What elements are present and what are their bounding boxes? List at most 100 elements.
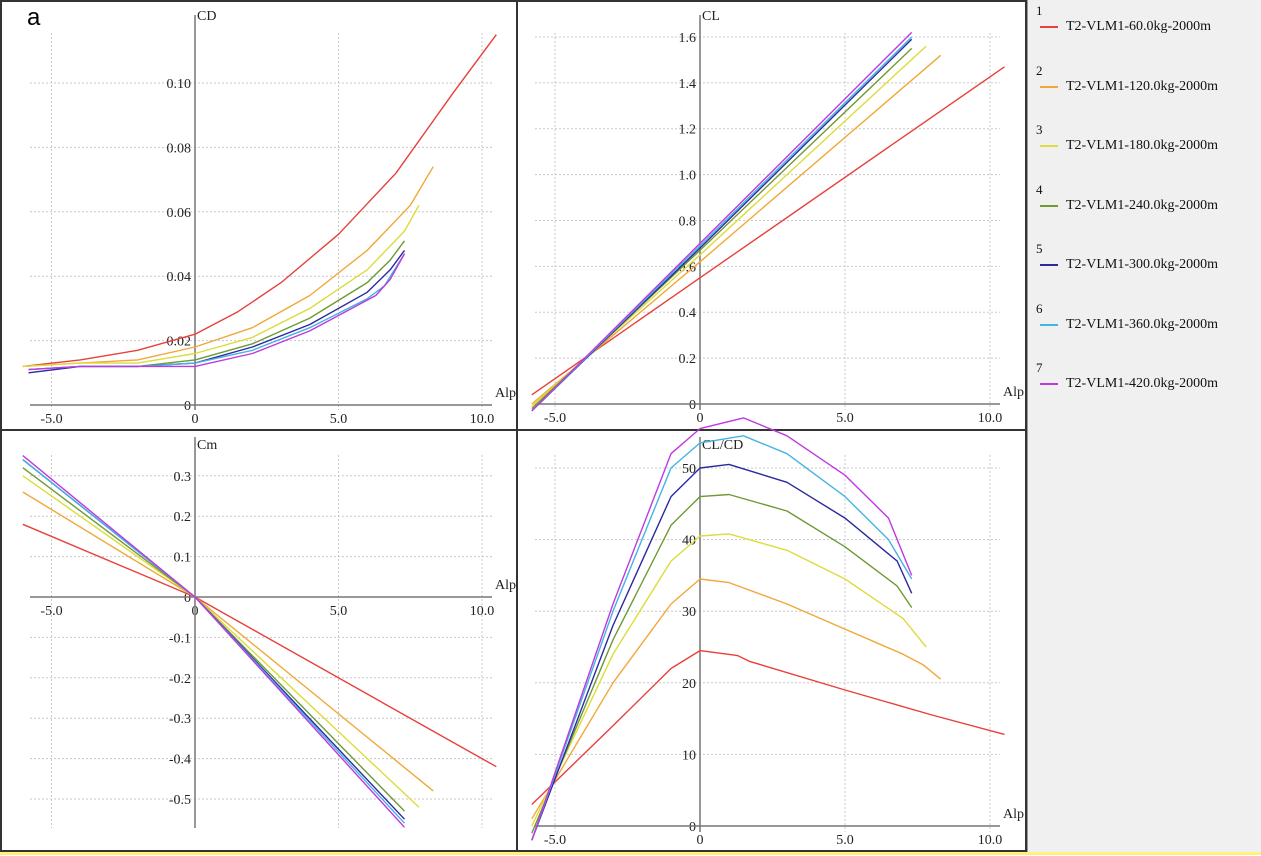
legend-number: 1 [1036, 3, 1043, 18]
y-tick-label: 0.06 [167, 206, 192, 221]
legend-swatch [1040, 26, 1058, 28]
chart-cl-cd-panel: -5.0 0 5.0 10.0 0 10 20 30 40 50 CL/CD Alp [516, 417, 1027, 852]
legend-label: T2-VLM1-420.0kg-2000m [1066, 376, 1219, 391]
series-line-7 [531, 31, 913, 412]
panel-letter: a [27, 4, 41, 31]
x-axis-title: Alp [1003, 807, 1024, 822]
legend-number: 5 [1036, 241, 1043, 256]
legend-swatch [1040, 323, 1058, 326]
series-line-7 [28, 253, 406, 371]
x-tick-label: -5.0 [40, 412, 62, 427]
legend-item: 7 T2-VLM1-420.0kg-2000m [1036, 361, 1218, 392]
x-tick-label: -5.0 [544, 833, 566, 848]
chart-cd-panel: -5.0 0 5.0 10.0 0 0.02 0.04 0.06 0.08 0.10 CD Alp [0, 0, 518, 431]
panel-frame [516, 429, 1027, 852]
y-tick-label: -0.4 [169, 753, 191, 768]
y-tick-label: -0.2 [169, 672, 191, 687]
legend-label: T2-VLM1-240.0kg-2000m [1066, 197, 1219, 213]
series-line-4 [531, 493, 913, 834]
series-line-3 [22, 205, 420, 368]
legend-swatch [1040, 85, 1058, 88]
y-axis-title: CD [197, 9, 216, 24]
y-tick-label: 0.02 [167, 335, 192, 350]
y-tick-label: 0 [689, 820, 696, 835]
series-line-2 [531, 578, 942, 820]
chart-cl-panel: -5.0 0 5.0 10.000.20.40.60.81.01.21.41.6CLA… [516, 0, 1027, 431]
y-tick-label: 1.6 [679, 31, 697, 46]
y-axis-title: Cm [197, 438, 217, 453]
legend-item: 4 T2-VLM1-240.0kg-2000m [1036, 181, 1219, 214]
y-tick-label: 30 [682, 605, 696, 620]
legend-swatch [1040, 204, 1058, 207]
y-tick-label: 0.1 [174, 551, 192, 566]
legend-swatch [1040, 383, 1058, 385]
y-tick-label: 0 [184, 399, 191, 414]
bottom-border [0, 852, 1261, 855]
legend-label: T2-VLM1-300.0kg-2000m [1066, 257, 1219, 272]
panel-frame [0, 0, 518, 431]
x-axis-title: Alp [495, 578, 516, 593]
x-tick-label: -5.0 [544, 411, 566, 426]
legend-swatch [1040, 264, 1058, 266]
y-tick-label: 20 [682, 677, 696, 692]
series-line-7 [22, 455, 406, 828]
x-tick-label: 0 [697, 411, 704, 426]
y-tick-label: 0 [689, 398, 696, 413]
legend-number: 7 [1036, 360, 1043, 375]
legend-item: 6 T2-VLM1-360.0kg-2000m [1036, 300, 1219, 333]
legend-item: 3 T2-VLM1-180.0kg-2000m [1036, 123, 1218, 154]
y-tick-label: -0.3 [169, 712, 191, 727]
y-tick-label: -0.1 [169, 631, 191, 646]
y-tick-label: 40 [682, 534, 696, 549]
x-tick-label: 10.0 [978, 411, 1003, 426]
chart-cm-panel: -5.005.010.00.30.20.10-0.1-0.2-0.3-0.4-0… [0, 429, 518, 852]
y-tick-label: 1.2 [679, 123, 697, 138]
series-line-3 [531, 533, 927, 827]
panel-frame [516, 0, 1027, 431]
x-tick-label: 10.0 [978, 833, 1003, 848]
legend-number: 2 [1036, 62, 1043, 78]
x-tick-label: 5.0 [836, 833, 854, 848]
y-tick-label: 1.0 [679, 169, 697, 184]
legend-item: 2 T2-VLM1-120.0kg-2000m [1036, 62, 1219, 95]
legend-label: T2-VLM1-360.0kg-2000m [1066, 316, 1219, 332]
y-tick-label: 0.4 [679, 306, 697, 321]
x-tick-label: 0 [697, 833, 704, 848]
panel-frame [0, 429, 518, 852]
y-tick-label: 10 [682, 748, 696, 763]
x-axis-title: Alp [495, 386, 516, 401]
legend-swatch [1040, 145, 1058, 147]
y-tick-label: 0.2 [679, 352, 697, 367]
y-tick-label: 50 [682, 462, 696, 477]
legend: 1 T2-VLM1-60.0kg-2000m 2 T2-VLM1-120.0kg-20… [1027, 0, 1261, 852]
x-tick-label: -5.0 [40, 604, 62, 619]
legend-label: T2-VLM1-180.0kg-2000m [1066, 138, 1219, 153]
x-tick-label: 5.0 [330, 412, 348, 427]
y-tick-label: -0.5 [169, 793, 191, 808]
legend-label: T2-VLM1-120.0kg-2000m [1066, 78, 1219, 94]
y-tick-label: 0.10 [167, 77, 192, 92]
y-tick-label: 0.8 [679, 214, 697, 229]
series-line-1 [531, 649, 1005, 806]
y-tick-label: 1.4 [679, 77, 697, 92]
legend-number: 4 [1036, 181, 1043, 197]
x-tick-label: 10.0 [470, 604, 495, 619]
y-tick-label: 0.2 [174, 510, 192, 525]
legend-number: 6 [1036, 300, 1043, 316]
x-axis-title: Alp [1003, 385, 1024, 400]
y-tick-label: 0.04 [167, 270, 192, 285]
legend-label: T2-VLM1-60.0kg-2000m [1066, 19, 1212, 34]
y-axis-title: CL/CD [702, 438, 743, 453]
legend-item: 1 T2-VLM1-60.0kg-2000m [1036, 4, 1211, 35]
x-tick-label: 0 [192, 412, 199, 427]
chart-grid: -5.0 0 5.0 10.000.020.040.060.080.10CDAlp-5… [0, 0, 1027, 852]
legend-item: 5 T2-VLM1-300.0kg-2000m [1036, 242, 1218, 273]
series-line-5 [531, 463, 913, 841]
x-tick-label: 5.0 [330, 604, 348, 619]
x-tick-label: 10.0 [470, 412, 495, 427]
y-axis-title: CL [702, 9, 720, 24]
series-line-1 [22, 34, 497, 368]
series-line-2 [22, 166, 434, 368]
y-tick-label: 0.08 [167, 141, 192, 156]
y-tick-label: 0.3 [174, 470, 192, 485]
